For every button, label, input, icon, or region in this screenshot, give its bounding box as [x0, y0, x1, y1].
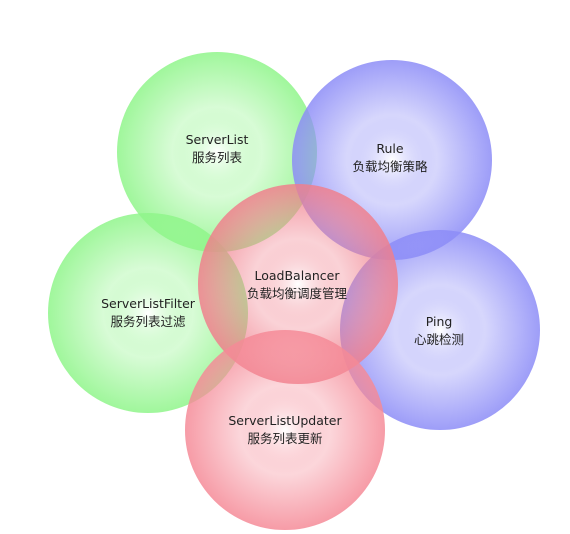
node-subtitle: 心跳检测	[414, 332, 464, 347]
node-subtitle: 负载均衡策略	[352, 159, 428, 174]
node-title: LoadBalancer	[255, 268, 341, 283]
circle-load-balancer	[198, 184, 398, 384]
node-title: ServerListFilter	[101, 296, 196, 311]
node-load-balancer: LoadBalancer 负载均衡调度管理	[247, 268, 348, 301]
circle-server-list-filter	[48, 213, 248, 413]
node-server-list: ServerList 服务列表	[186, 132, 249, 165]
node-title: ServerListUpdater	[228, 413, 342, 428]
node-server-list-updater: ServerListUpdater 服务列表更新	[228, 413, 342, 446]
node-title: ServerList	[186, 132, 249, 147]
circle-server-list-updater	[185, 330, 385, 530]
node-subtitle: 负载均衡调度管理	[247, 286, 348, 301]
node-rule: Rule 负载均衡策略	[352, 141, 428, 174]
node-title: Rule	[376, 141, 404, 156]
node-subtitle: 服务列表	[192, 150, 243, 165]
node-subtitle: 服务列表过滤	[110, 314, 186, 329]
node-subtitle: 服务列表更新	[247, 431, 322, 446]
node-ping: Ping 心跳检测	[414, 314, 464, 347]
node-server-list-filter: ServerListFilter 服务列表过滤	[101, 296, 196, 329]
node-title: Ping	[426, 314, 453, 329]
